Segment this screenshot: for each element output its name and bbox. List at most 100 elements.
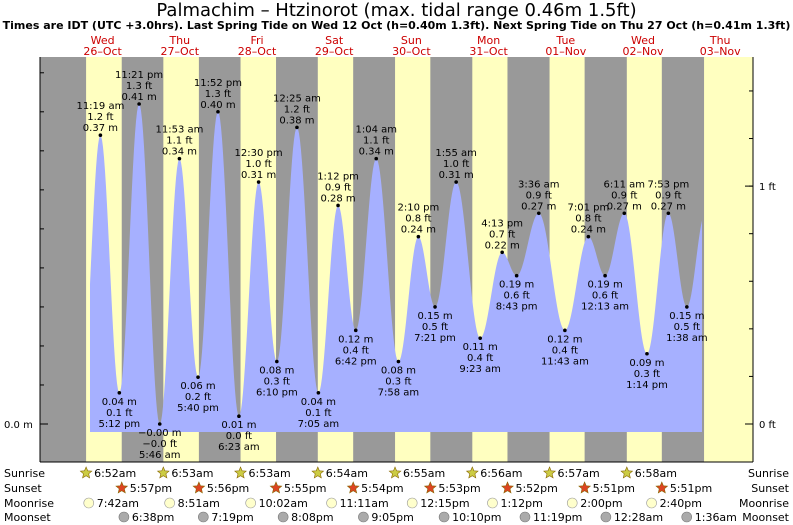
tide-label: 0.27 m [651,201,686,212]
tide-label: 0.6 ft [592,291,618,302]
moonrise-icon [326,497,337,509]
sunrise-time: 6:55am [403,467,445,480]
tide-label: 0.08 m [259,366,294,377]
moonset-icon [438,511,450,523]
tide-label: 0.4 ft [552,345,578,356]
tide-point [603,273,607,278]
sunset-icon [655,481,669,494]
sunrise-time: 6:57am [558,467,600,480]
tide-label: 12:13 am [581,302,629,313]
tide-label: 2:10 pm [398,203,440,214]
tide-label: 11:19 am [76,101,124,112]
astro-row-label-left: Sunset [4,482,42,495]
tide-label: 0.9 ft [611,190,637,201]
tide-label: 1.2 ft [87,112,113,123]
tide-label: 1:38 am [666,333,708,344]
day-of-week: Wed [631,34,655,47]
tide-label: 12:25 am [273,93,321,104]
tide-label: 0.2 ft [185,392,211,403]
astro-row-label-left: Sunrise [4,467,45,480]
sunset-icon [192,481,206,494]
sunset-time: 5:55pm [284,482,326,495]
day-of-week: Sun [401,34,422,47]
tide-point [157,422,162,426]
tide-label: 7:21 pm [414,333,456,344]
tide-label: 6:23 am [218,442,260,453]
tide-point [295,125,299,130]
tide-label: 3:36 am [518,179,560,190]
tide-label: 0.27 m [607,201,642,212]
moonrise-time: 12:15pm [420,497,469,510]
moonrise-time: 7:42am [97,497,139,510]
tide-area [90,104,702,432]
sunrise-icon [311,466,325,479]
sunset-icon [578,481,592,494]
tide-label: 9:23 am [459,364,501,375]
tide-label: 1.0 ft [245,159,271,170]
tide-point [478,336,482,340]
tide-point [563,328,567,333]
moonrise-icon [83,497,95,509]
day-of-week: Sat [325,34,344,47]
day-date: 01–Nov [545,45,586,58]
tide-label: 12:30 pm [235,148,283,159]
moonrise-time: 8:51am [178,497,220,510]
tide-label: 8:43 pm [496,302,538,313]
tide-label: 0.24 m [571,225,606,236]
sunset-icon [346,481,360,494]
day-of-week: Fri [250,34,263,47]
moonset-icon [600,511,612,523]
astro-row-label-right: Sunrise [748,467,789,480]
tide-label: 0.41 m [122,92,157,103]
sunset-time: 5:57pm [130,482,172,495]
tide-label: 0.27 m [521,201,556,212]
sunset-time: 5:51pm [593,482,635,495]
tide-label: 0.34 m [162,147,197,158]
moonrise-time: 1:12pm [500,497,542,510]
moonset-time: 6:38pm [132,511,174,524]
chart-title: Palmachim – Htzinorot (max. tidal range … [156,0,637,21]
sunset-icon [269,481,283,494]
sunrise-icon [156,466,170,479]
tide-point [586,234,591,239]
axes: 0.0 m 0 ft 1 ft [4,57,776,463]
tide-point [196,375,200,379]
sunrise-icon [620,466,634,479]
sunset-time: 5:56pm [207,482,249,495]
tide-label: 0.11 m [463,342,498,353]
tide-point [316,390,321,395]
moonrise-time: 2:00pm [580,497,622,510]
sunrise-time: 6:56am [480,467,522,480]
day-of-week: Mon [477,34,500,47]
sunrise-icon [465,466,479,479]
tide-label: 1.2 ft [284,104,310,115]
sunset-time: 5:52pm [515,482,557,495]
tide-label: 0.4 ft [343,345,369,356]
sunrise-icon [79,466,93,479]
day-of-week: Thu [168,34,190,47]
tide-label: 0.22 m [485,240,520,251]
day-date: 02–Nov [623,45,664,58]
moonrise-icon [245,497,256,509]
tide-point [622,211,627,216]
tide-label: 0.12 m [338,334,373,345]
daylight-band [704,57,753,462]
tide-label: 1.1 ft [166,136,192,147]
tide-point [536,211,541,216]
tide-point [500,250,504,255]
day-date: 28–Oct [238,45,277,58]
tide-label: 4:13 pm [481,218,523,229]
tide-label: 0.3 ft [385,377,411,388]
tide-point [514,273,519,278]
tide-label: 0.15 m [669,311,704,322]
tide-label: −0.0 ft [142,439,177,450]
tide-label: 0.4 ft [467,353,493,364]
sunrise-time: 6:52am [94,467,136,480]
sunrise-time: 6:53am [249,467,291,480]
moonset-icon [198,511,209,523]
tide-point [666,211,671,216]
tide-label: 5:46 am [139,450,181,461]
tide-label: 0.40 m [200,100,235,111]
